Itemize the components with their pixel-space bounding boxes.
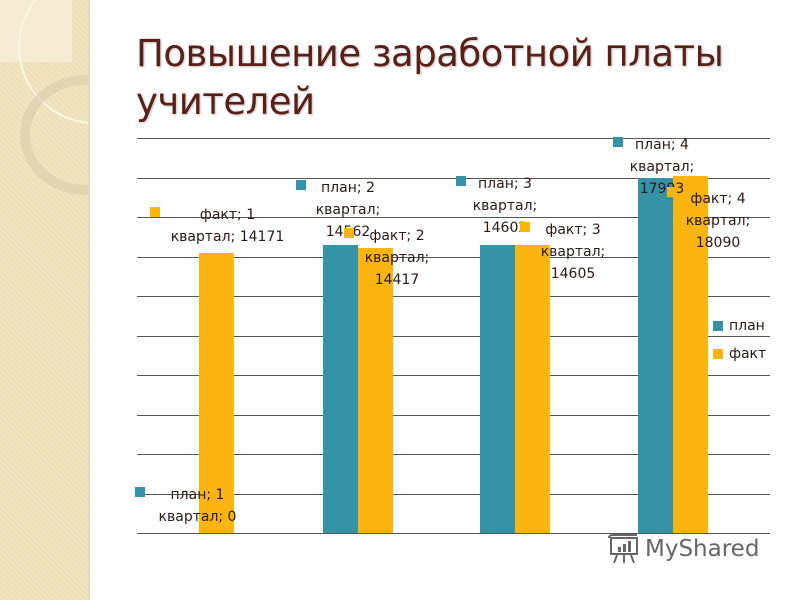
gridline xyxy=(137,335,770,337)
bar-fact-q1 xyxy=(199,253,234,533)
watermark: MyShared xyxy=(607,534,759,564)
gridline xyxy=(137,296,770,297)
bar-plan-q3 xyxy=(480,244,515,533)
title-line-1: Повышение заработной платы xyxy=(136,32,724,75)
gridline xyxy=(137,375,770,376)
gridline xyxy=(137,256,770,258)
gridline xyxy=(137,138,770,139)
bar-plan-q4 xyxy=(638,177,673,533)
title-line-2: учителей xyxy=(136,80,315,123)
label-marker-icon xyxy=(613,137,623,147)
gridline xyxy=(137,454,770,455)
data-label-q3-plan: план; 3 квартал; 14602 xyxy=(472,176,538,236)
decorative-sidebar xyxy=(0,0,90,600)
legend-item-plan: план xyxy=(713,312,766,340)
label-marker-icon xyxy=(456,176,466,186)
bar-fact-q3 xyxy=(515,244,550,533)
data-label-q3-fact: факт; 3 квартал; 14605 xyxy=(540,222,606,282)
label-marker-icon xyxy=(344,228,354,238)
legend-item-fact: факт xyxy=(713,340,766,368)
label-marker-icon xyxy=(520,222,530,232)
label-marker-icon xyxy=(150,207,160,217)
bar-fact-q4 xyxy=(673,175,708,533)
data-label-q2-fact: факт; 2 квартал; 14417 xyxy=(364,228,430,288)
gridline xyxy=(137,414,770,416)
label-marker-icon xyxy=(296,180,306,190)
data-label-q1-plan: план; 1 квартал; 0 xyxy=(158,487,237,525)
legend-label-fact: факт xyxy=(729,346,767,362)
gridline xyxy=(137,493,770,495)
bar-fact-q2 xyxy=(358,248,393,533)
data-label-q1-fact: факт; 1 квартал; 14171 xyxy=(170,207,285,245)
chart-legend: план факт xyxy=(713,312,766,368)
label-marker-icon xyxy=(667,187,677,197)
slide-title: Повышение заработной платы учителей xyxy=(136,30,756,126)
label-marker-icon xyxy=(135,487,145,497)
gridline xyxy=(137,533,770,534)
gridline xyxy=(137,177,770,179)
data-label-q4-fact: факт; 4 квартал; 18090 xyxy=(685,191,751,251)
bar-plan-q2 xyxy=(323,245,358,533)
legend-label-plan: план xyxy=(729,318,765,334)
fact-swatch-icon xyxy=(713,349,723,359)
plan-swatch-icon xyxy=(713,321,723,331)
gridline xyxy=(137,217,770,218)
presentation-board-icon xyxy=(608,534,638,564)
watermark-text: MyShared xyxy=(645,536,760,562)
